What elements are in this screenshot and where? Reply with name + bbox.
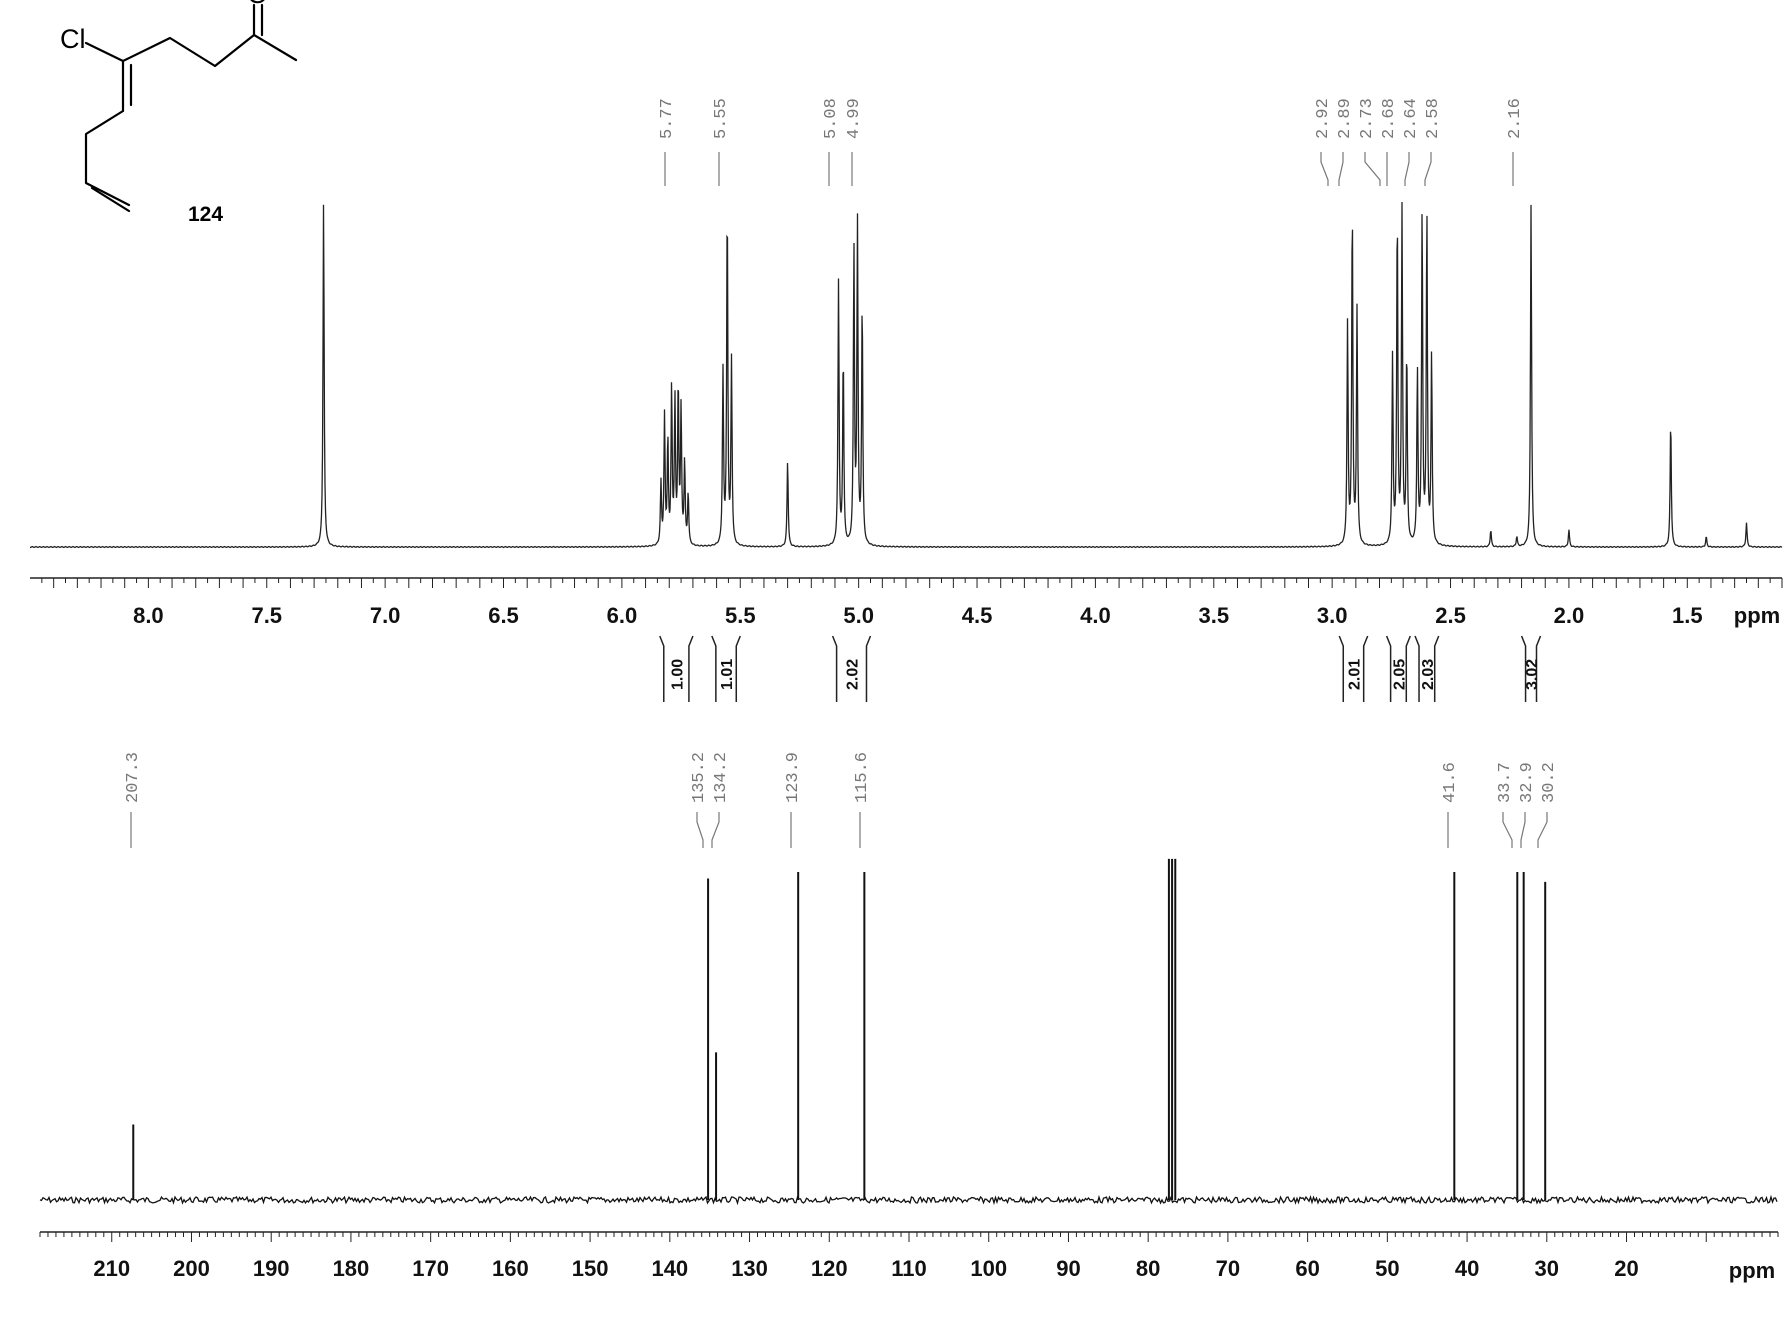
carbon-tick-label: 190 — [253, 1256, 290, 1281]
proton-peak-label: 2.89 — [1336, 98, 1355, 139]
carbon-peak-label: 115.6 — [853, 752, 872, 803]
chemical-structure: Cl O 124 — [60, 0, 298, 226]
proton-tick-label: 7.5 — [251, 603, 282, 628]
proton-axis-unit: ppm — [1734, 603, 1780, 628]
carbon-peak-label: 32.9 — [1518, 762, 1537, 803]
proton-peak-label: 5.55 — [712, 98, 731, 139]
carbon-tick-label: 110 — [891, 1256, 927, 1281]
proton-peak-label: 2.68 — [1380, 98, 1399, 139]
carbon-peak-label: 33.7 — [1496, 762, 1515, 803]
integral-value: 2.02 — [845, 659, 862, 690]
proton-peak-label: 4.99 — [845, 98, 864, 139]
proton-peak-label: 2.73 — [1358, 98, 1377, 139]
carbon-tick-label: 50 — [1375, 1256, 1399, 1281]
carbon-tick-label: 180 — [333, 1256, 370, 1281]
proton-peak-label: 5.08 — [822, 98, 841, 139]
carbon-tick-label: 60 — [1295, 1256, 1319, 1281]
compound-number: 124 — [188, 203, 223, 226]
proton-tick-label: 8.0 — [133, 603, 164, 628]
proton-peak-label: 2.16 — [1506, 98, 1525, 139]
proton-peak-leader — [1338, 152, 1344, 186]
proton-peak-label: 2.92 — [1314, 98, 1333, 139]
integral-value: 2.01 — [1346, 659, 1363, 690]
proton-peak-leader — [1320, 152, 1329, 186]
carbon-tick-label: 160 — [492, 1256, 529, 1281]
carbon-peak-leader — [696, 812, 704, 848]
proton-spectrum-trace — [29, 201, 1783, 549]
proton-tick-label: 4.5 — [962, 603, 993, 628]
integral-bracket — [831, 635, 872, 702]
carbon-peak-label: 123.9 — [784, 752, 803, 803]
carbon-tick-label: 170 — [412, 1256, 449, 1281]
integral-bracket — [1520, 635, 1542, 702]
chlorine-atom-label: Cl — [60, 24, 86, 54]
integral-value: 3.02 — [1524, 659, 1541, 690]
carbon-peak-label: 135.2 — [690, 752, 709, 803]
integral-value: 1.00 — [669, 659, 686, 690]
integral-bracket — [711, 635, 741, 702]
carbon-tick-label: 210 — [93, 1256, 130, 1281]
proton-tick-label: 1.5 — [1672, 603, 1703, 628]
proton-tick-label: 5.0 — [843, 603, 874, 628]
proton-peak-labels: 5.77 5.55 5.08 4.99 2.92 2.89 2.73 2.68 2.64 2.58… — [658, 98, 1525, 186]
integral-bracket — [1414, 635, 1440, 702]
proton-tick-label: 2.5 — [1435, 603, 1466, 628]
proton-peak-label: 5.77 — [658, 98, 677, 139]
proton-tick-label: 6.0 — [607, 603, 638, 628]
proton-tick-label: 3.5 — [1198, 603, 1229, 628]
carbon-tick-label: 70 — [1216, 1256, 1240, 1281]
carbon-tick-label: 100 — [970, 1256, 1007, 1281]
integral-bracket — [659, 635, 694, 702]
carbon-peak-leader — [1502, 812, 1513, 848]
carbon-ppm-axis: 210 200 190 180 170 160 150 140 130 120 110 100 90 80… — [39, 1231, 1779, 1283]
proton-peak-label: 2.64 — [1402, 98, 1421, 139]
carbon-tick-label: 130 — [731, 1256, 768, 1281]
proton-ppm-axis: 8.0 7.5 7.0 6.5 6.0 5.5 5.0 4.5 4.0 3.5 3.0 2.5 2.0 1… — [30, 577, 1783, 628]
carbon-peak-labels: 207.3 135.2 134.2 123.9 115.6 41.6 33.7 32.9 30.… — [124, 752, 1559, 848]
carbon-tick-label: 140 — [651, 1256, 688, 1281]
carbon-peak-label: 134.2 — [712, 752, 731, 803]
integral-bracket — [1338, 635, 1369, 702]
proton-tick-label: 3.0 — [1317, 603, 1348, 628]
carbon-peak-leader — [711, 812, 720, 848]
oxygen-atom-label: O — [247, 0, 268, 9]
proton-tick-label: 4.0 — [1080, 603, 1111, 628]
carbon-peak-label: 207.3 — [124, 752, 143, 803]
carbon-tick-label: 40 — [1455, 1256, 1479, 1281]
carbon-peak-label: 30.2 — [1540, 762, 1559, 803]
integral-value: 2.03 — [1420, 659, 1437, 690]
carbon-peak-leader — [1537, 812, 1548, 848]
integral-value: 1.01 — [719, 659, 736, 690]
proton-tick-label: 2.0 — [1554, 603, 1585, 628]
carbon-tick-label: 200 — [173, 1256, 210, 1281]
carbon-tick-label: 20 — [1614, 1256, 1638, 1281]
proton-tick-label: 5.5 — [725, 603, 756, 628]
carbon-peaks — [132, 858, 1547, 1200]
integral-bracket — [1385, 635, 1411, 702]
carbon-tick-label: 80 — [1136, 1256, 1160, 1281]
carbon-spectrum: 207.3 135.2 134.2 123.9 115.6 41.6 33.7 32.9 30.… — [39, 752, 1779, 1283]
carbon-axis-unit: ppm — [1729, 1258, 1775, 1283]
proton-peak-label: 2.58 — [1424, 98, 1443, 139]
integral-value: 2.05 — [1391, 659, 1408, 690]
carbon-peak-label: 41.6 — [1441, 762, 1460, 803]
proton-integrals: 1.00 1.01 2.02 2.01 2.05 2.03 3.02 — [659, 635, 1542, 702]
proton-spectrum: 5.77 5.55 5.08 4.99 2.92 2.89 2.73 2.68 2.64 2.58… — [29, 98, 1783, 702]
structure-bonds — [84, 3, 298, 213]
proton-peak-leader — [1424, 152, 1432, 186]
carbon-tick-label: 90 — [1056, 1256, 1080, 1281]
carbon-spectrum-trace — [39, 1194, 1778, 1206]
carbon-tick-label: 120 — [811, 1256, 848, 1281]
proton-tick-label: 7.0 — [370, 603, 401, 628]
carbon-peak-leader — [1520, 812, 1526, 848]
proton-peak-leader — [1404, 152, 1410, 186]
proton-peak-leader — [1364, 152, 1381, 186]
carbon-tick-label: 150 — [572, 1256, 609, 1281]
proton-tick-label: 6.5 — [488, 603, 519, 628]
carbon-tick-label: 30 — [1535, 1256, 1559, 1281]
